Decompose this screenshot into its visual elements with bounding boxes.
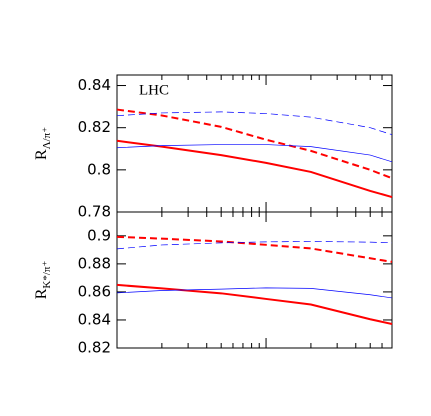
plot-frame: [116, 211, 393, 349]
y-axis-label-text: RK*/π⁺: [33, 261, 53, 300]
y-axis-label-sub: K*/π⁺: [41, 261, 53, 289]
y-tick-label: 0.86: [78, 282, 111, 300]
series-line: [116, 111, 393, 135]
y-tick-label: 0.78: [78, 203, 111, 221]
y-tick-label: 0.84: [78, 76, 111, 94]
series-line: [116, 287, 393, 299]
y-axis-label: RK*/π⁺: [33, 261, 53, 300]
y-axis-label-main: R: [33, 288, 50, 299]
y-axis-label-text: RΛ/π⁺: [33, 127, 53, 160]
y-axis-label: RΛ/π⁺: [33, 127, 53, 160]
series-line: [116, 283, 393, 325]
y-tick-label: 0.8: [87, 160, 111, 178]
series-line: [116, 139, 393, 199]
annotation: LHC: [139, 82, 169, 98]
series-line: [116, 108, 393, 180]
series-line: [116, 144, 393, 163]
y-axis-label-sub: Λ/π⁺: [41, 127, 53, 150]
y-tick-label: 0.82: [78, 118, 111, 136]
y-tick-label: 0.9: [87, 226, 111, 244]
y-tick-label: 0.82: [78, 339, 111, 357]
y-axis-label-main: R: [33, 149, 50, 160]
series-line: [116, 241, 393, 250]
y-tick-label: 0.88: [78, 254, 111, 272]
y-tick-label: 0.84: [78, 310, 111, 328]
series-line: [116, 235, 393, 263]
